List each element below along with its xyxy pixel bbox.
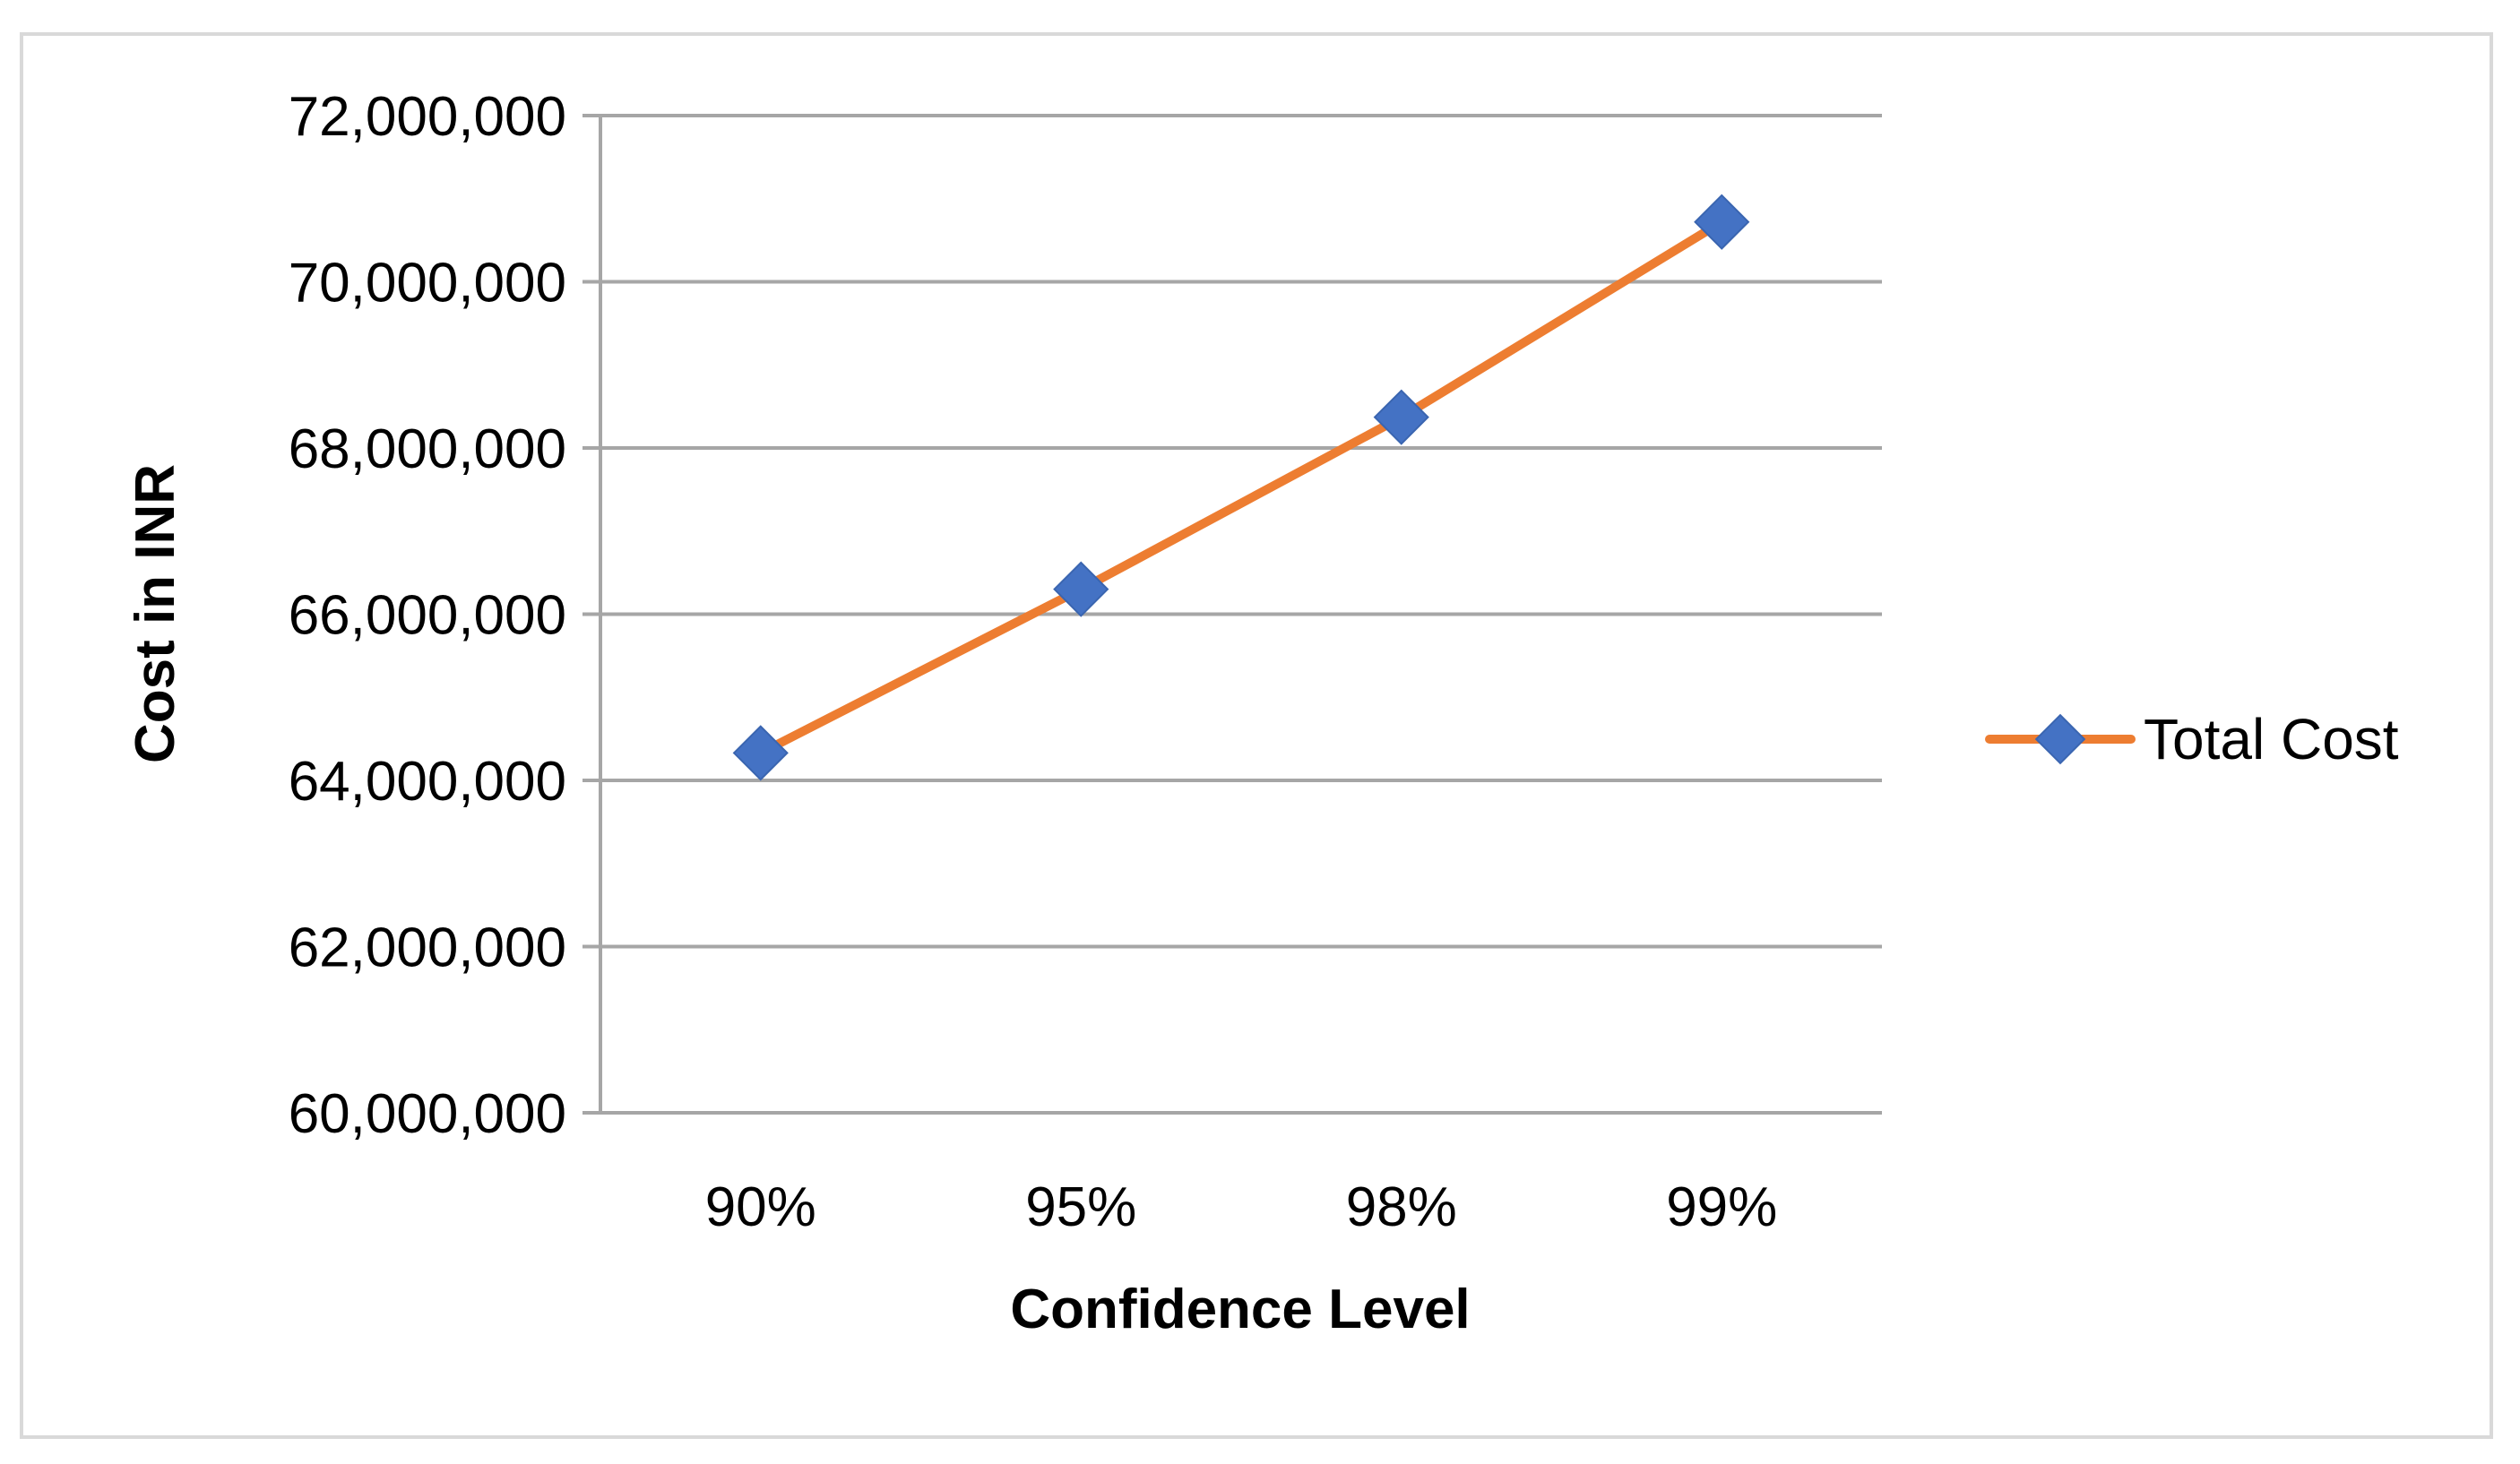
- x-tick-label: 98%: [1346, 1176, 1457, 1238]
- x-axis-ticks: 90% 95% 98% 99%: [705, 1176, 1778, 1238]
- y-tick-label: 62,000,000: [289, 917, 566, 979]
- x-tick-label: 95%: [1025, 1176, 1136, 1238]
- legend-label-total-cost: Total Cost: [2144, 707, 2399, 771]
- data-point: [1694, 194, 1750, 250]
- data-point: [1373, 389, 1429, 445]
- data-point: [1053, 561, 1109, 617]
- x-tick-label: 99%: [1666, 1176, 1777, 1238]
- grid: [583, 114, 1882, 1115]
- y-axis-title: Cost in INR: [125, 464, 186, 763]
- y-tick-label: 70,000,000: [289, 253, 566, 314]
- data-point: [732, 725, 789, 781]
- legend-marker-total-cost: [2034, 713, 2086, 765]
- legend: Total Cost: [1985, 707, 2399, 771]
- y-tick-label: 64,000,000: [289, 751, 566, 813]
- series-layer: [732, 194, 1750, 781]
- y-tick-label: 68,000,000: [289, 418, 566, 480]
- x-tick-label: 90%: [705, 1176, 816, 1238]
- y-tick-label: 66,000,000: [289, 585, 566, 647]
- x-axis-title: Confidence Level: [1010, 1279, 1470, 1340]
- series-line-total-cost: [755, 217, 1727, 758]
- y-tick-label: 72,000,000: [289, 86, 566, 148]
- y-tick-label: 60,000,000: [289, 1083, 566, 1145]
- y-axis-ticks: 60,000,000 62,000,000 64,000,000 66,000,000…: [289, 86, 566, 1145]
